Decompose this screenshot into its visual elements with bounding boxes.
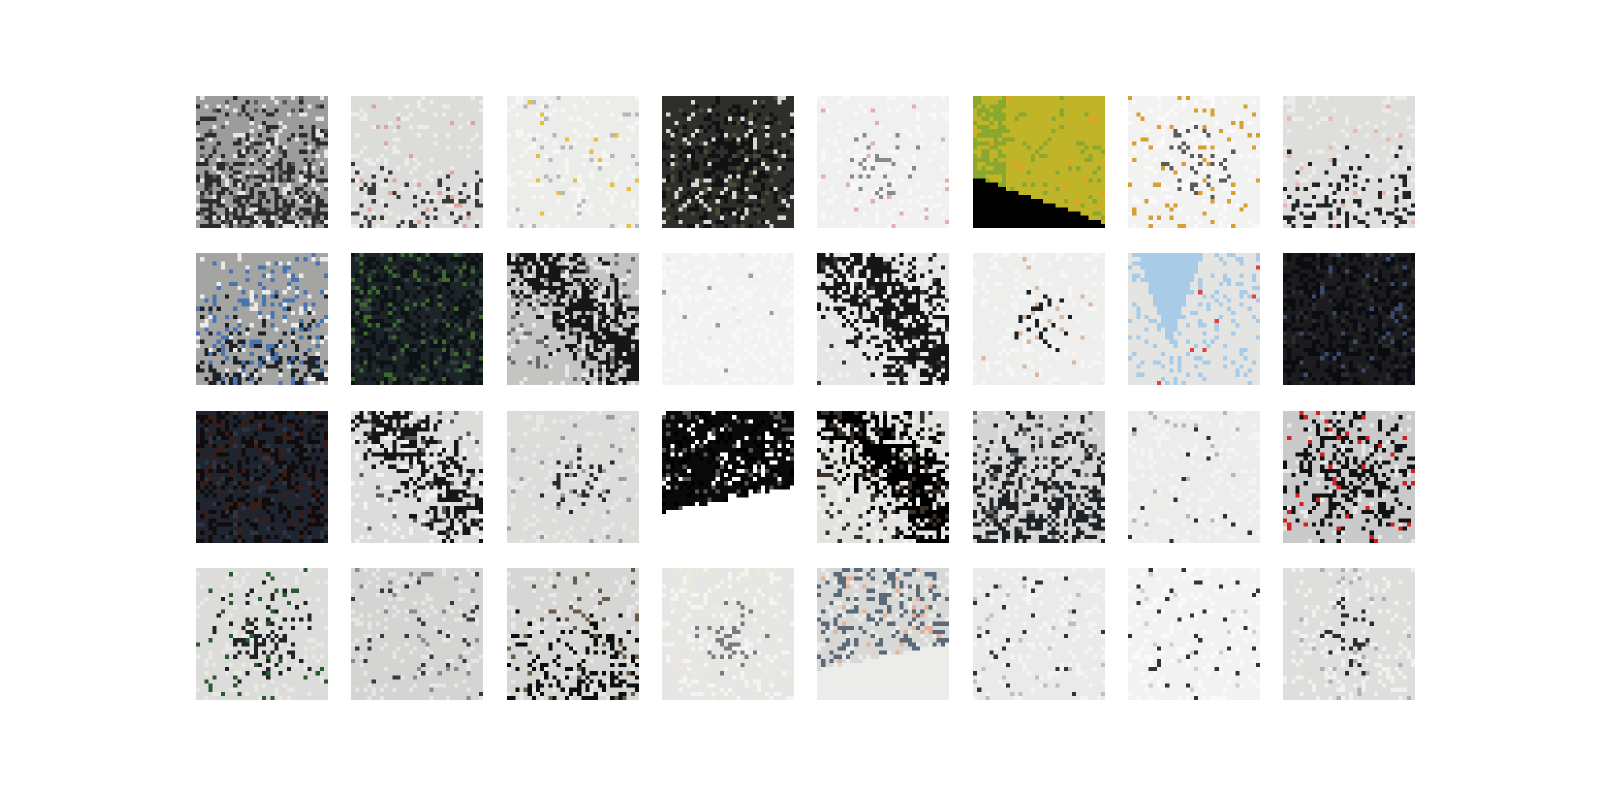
tile-r2-c7-pixels: [1127, 253, 1260, 386]
tile-r1-c4-pixels: [661, 96, 794, 228]
tile-r4-c6: [972, 567, 1105, 700]
tile-r3-c7-pixels: [1127, 410, 1260, 543]
tile-r4-c7-pixels: [1127, 567, 1260, 700]
tile-r4-c4-pixels: [661, 567, 794, 700]
tile-r1-c3: [506, 96, 639, 228]
tile-r2-c5: [817, 253, 950, 386]
tile-r4-c1: [196, 567, 328, 700]
tile-r4-c6-pixels: [972, 567, 1105, 700]
tile-r3-c6-pixels: [972, 410, 1105, 543]
tile-r3-c4-pixels: [661, 410, 794, 543]
tile-r1-c8-pixels: [1283, 96, 1416, 228]
tile-r2-c1: [196, 253, 328, 386]
tile-r4-c1-pixels: [196, 567, 328, 700]
tile-r3-c4: [661, 410, 794, 543]
tile-r3-c5: [817, 410, 950, 543]
tile-r4-c8-pixels: [1283, 567, 1416, 700]
tile-r3-c8: [1283, 410, 1416, 543]
tile-r2-c7: [1127, 253, 1260, 386]
tile-r3-c2-pixels: [351, 410, 484, 543]
tile-r4-c3: [506, 567, 639, 700]
tile-r2-c1-pixels: [196, 253, 328, 386]
tile-r3-c3-pixels: [506, 410, 639, 543]
tile-r1-c8: [1283, 96, 1416, 228]
tile-r4-c3-pixels: [506, 567, 639, 700]
tile-r1-c6: [972, 96, 1105, 228]
tile-r1-c7-pixels: [1127, 96, 1260, 228]
tile-r3-c1: [196, 410, 328, 543]
tile-r4-c4: [661, 567, 794, 700]
tile-r2-c4-pixels: [661, 253, 794, 386]
tile-r2-c8-pixels: [1283, 253, 1416, 386]
tile-r3-c6: [972, 410, 1105, 543]
tile-r1-c4: [661, 96, 794, 228]
tile-r3-c8-pixels: [1283, 410, 1416, 543]
tile-r1-c2: [351, 96, 484, 228]
tile-r2-c6-pixels: [972, 253, 1105, 386]
tile-r4-c7: [1127, 567, 1260, 700]
tile-r2-c4: [661, 253, 794, 386]
tile-r4-c5-pixels: [817, 567, 950, 700]
tile-r2-c2-pixels: [351, 253, 484, 386]
tile-r2-c6: [972, 253, 1105, 386]
tile-r1-c5: [817, 96, 950, 228]
tile-r3-c5-pixels: [817, 410, 950, 543]
tile-r3-c1-pixels: [196, 410, 328, 543]
tile-r1-c1-pixels: [196, 96, 328, 228]
tile-r2-c5-pixels: [817, 253, 950, 386]
tile-r4-c5: [817, 567, 950, 700]
tile-r1-c7: [1127, 96, 1260, 228]
tile-r4-c8: [1283, 567, 1416, 700]
tile-r3-c7: [1127, 410, 1260, 543]
tile-r2-c8: [1283, 253, 1416, 386]
tile-r3-c3: [506, 410, 639, 543]
tile-r3-c2: [351, 410, 484, 543]
tile-r1-c1: [196, 96, 328, 228]
tile-r4-c2-pixels: [351, 567, 484, 700]
tile-r1-c2-pixels: [351, 96, 484, 228]
tile-r2-c2: [351, 253, 484, 386]
tile-r1-c5-pixels: [817, 96, 950, 228]
tile-r1-c6-pixels: [972, 96, 1105, 228]
tile-r2-c3-pixels: [506, 253, 639, 386]
tile-r1-c3-pixels: [506, 96, 639, 228]
tile-r2-c3: [506, 253, 639, 386]
tile-r4-c2: [351, 567, 484, 700]
